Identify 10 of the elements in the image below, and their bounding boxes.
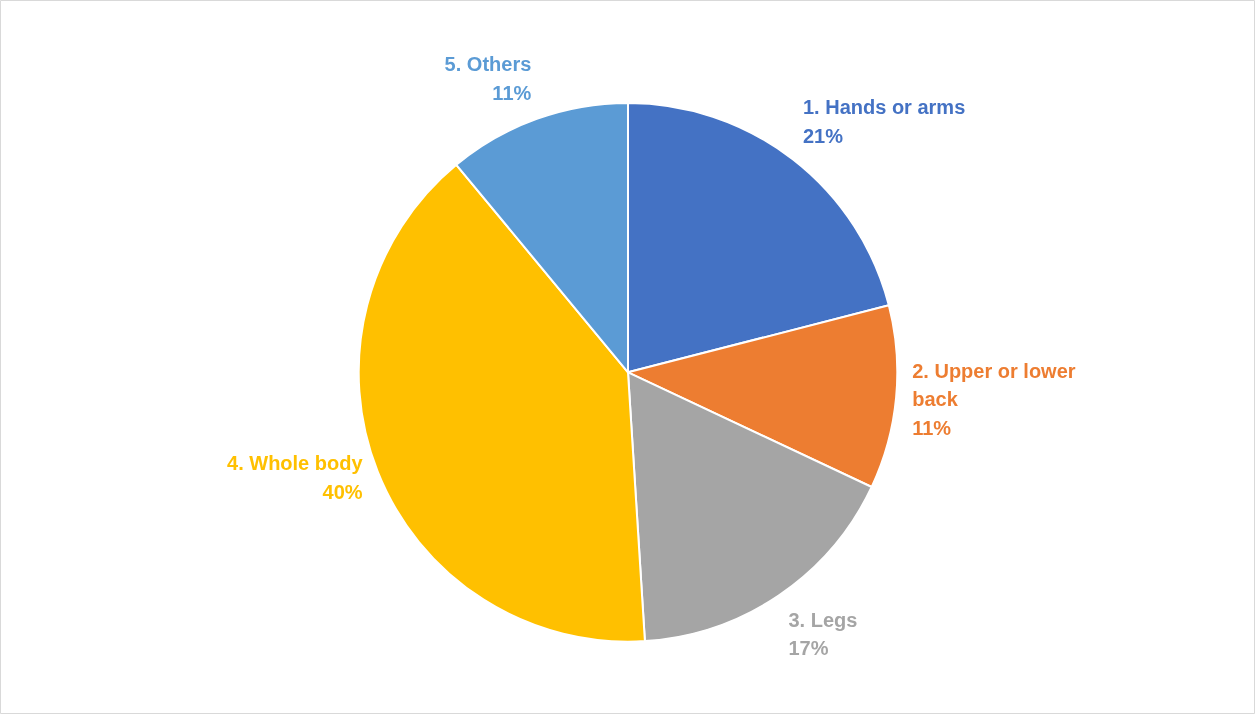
slice-label: 3. Legs [788,608,858,631]
data-label: 21% [802,124,844,147]
slice-label: 2. Upper or lower back [912,359,1076,411]
data-label: 11% [912,416,952,439]
slice-label: 1. Hands or arms [802,96,966,119]
data-label: 17% [788,637,829,660]
data-label: 11% [492,81,532,104]
slice-label: 4. Whole body [227,452,364,475]
data-label: 40% [322,480,363,503]
slice-label: 5. Others [444,53,532,75]
